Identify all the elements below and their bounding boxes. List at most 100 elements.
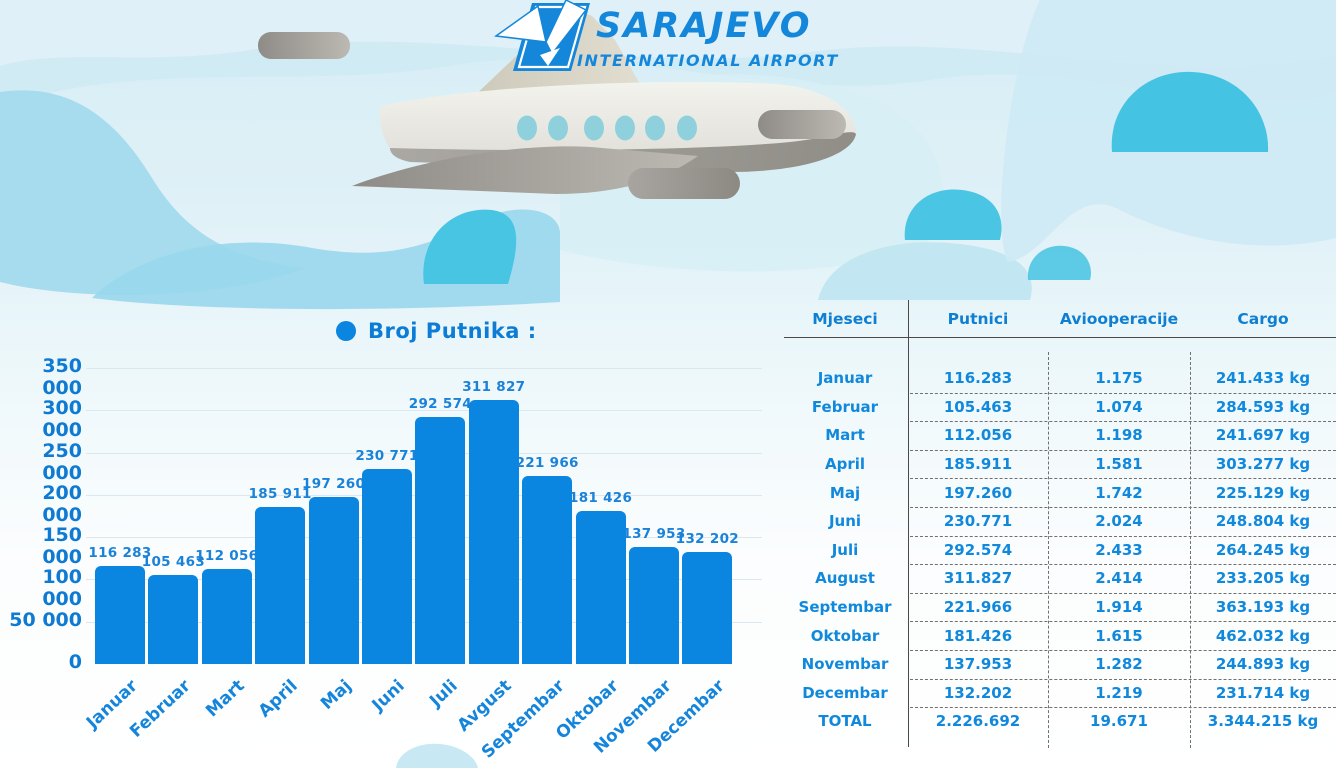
table-cell-putnici: 112.056 [943,426,1013,445]
table-cell-putnici: 116.283 [943,369,1013,388]
table-cell-month: TOTAL [818,712,872,731]
table-cell-cargo: 462.032 kg [1215,626,1311,645]
table-header-line [784,337,1336,339]
table-cell-cargo: 241.433 kg [1215,369,1311,388]
table-cell-cargo: 225.129 kg [1215,483,1311,502]
table-cell-aviooperacije: 1.742 [1095,483,1143,502]
table-cell-month: Juli [831,540,859,559]
table-row: Decembar 132.202 1.219 231.714 kg [782,679,1336,708]
table-row: August 311.827 2.414 233.205 kg [782,564,1336,593]
bar-februar [148,574,199,664]
table-cell-aviooperacije: 2.414 [1095,569,1143,588]
table-cell-month: Maj [829,483,861,502]
table-row: Juni 230.771 2.024 248.804 kg [782,507,1336,536]
bar-maj [308,497,359,664]
table-cell-putnici: 311.827 [943,569,1013,588]
table-cell-cargo: 248.804 kg [1215,512,1311,531]
table-row: Oktobar 181.426 1.615 462.032 kg [782,621,1336,650]
table-row-separator [910,621,1336,623]
table-cell-putnici: 2.226.692 [935,712,1021,731]
bar-value-label: 181 426 [569,489,633,506]
bar-mart [201,569,252,664]
table-cell-aviooperacije: 1.219 [1095,683,1143,702]
table-cell-putnici: 292.574 [943,540,1013,559]
statistics-table: Mjeseci Putnici Aviooperacije Cargo Januar 1… [782,300,1336,750]
table-row: Maj 197.260 1.742 225.129 kg [782,478,1336,507]
table-cell-cargo: 241.697 kg [1215,426,1311,445]
engine [628,168,740,199]
table-row: Septembar 221.966 1.914 363.193 kg [782,593,1336,622]
table-cell-putnici: 132.202 [943,683,1013,702]
table-cell-putnici: 221.966 [943,598,1013,617]
bar-value-label: 185 911 [248,485,312,502]
table-row-separator [910,421,1336,423]
airplane-illustration [258,12,857,199]
table-row-separator [910,564,1336,566]
table-cell-month: Septembar [798,598,892,617]
table-cell-month: Mart [825,426,865,445]
y-axis-label: 250 000 [42,439,82,484]
table-cell-cargo: 231.714 kg [1215,683,1311,702]
table-cell-aviooperacije: 1.914 [1095,598,1143,617]
table-cell-aviooperacije: 2.024 [1095,512,1143,531]
bar-januar [95,565,145,664]
bar-value-label: 197 260 [302,476,366,493]
table-row-separator [910,449,1336,451]
cockpit-window [758,110,846,139]
table-cell-month: Januar [817,369,873,388]
y-axis-label: 50 000 [9,608,82,631]
table-row-separator [910,478,1336,480]
table-row-separator [910,507,1336,508]
table-row: Novembar 137.953 1.282 244.893 kg [782,650,1336,679]
table-row: Januar 116.283 1.175 241.433 kg [782,364,1336,393]
bar-septembar [522,476,573,664]
bar-value-label: 311 827 [462,379,526,396]
table-cell-month: Novembar [801,655,889,674]
table-cell-month: April [824,455,866,474]
table-cell-month: August [815,569,875,588]
table-header-cell: Cargo [1237,309,1289,328]
table-row-separator [910,650,1336,651]
y-axis-label: 200 000 [42,481,82,526]
table-cell-aviooperacije: 1.198 [1095,426,1143,445]
table-row-separator [910,535,1336,537]
chart-gridline [86,410,762,412]
table-cell-cargo: 264.245 kg [1215,540,1311,559]
bar-value-label: 132 202 [675,531,739,548]
table-cell-putnici: 181.426 [943,626,1013,645]
table-cell-cargo: 233.205 kg [1215,569,1311,588]
table-row: Mart 112.056 1.198 241.697 kg [782,421,1336,450]
table-dashed-divider [1048,352,1049,748]
table-cell-putnici: 105.463 [943,397,1013,416]
legend-label: Broj Putnika : [368,319,537,343]
chart-gridline [86,368,762,369]
bar-novembar [629,547,679,664]
table-cell-cargo: 363.193 kg [1215,598,1311,617]
table-cell-putnici: 230.771 [943,512,1013,531]
tail-stabilizer [258,32,350,59]
table-row: Juli 292.574 2.433 264.245 kg [782,536,1336,565]
table-row-separator [910,678,1336,680]
table-cell-aviooperacije: 1.615 [1095,626,1143,645]
bar-oktobar [575,510,626,664]
table-cell-cargo: 3.344.215 kg [1207,712,1319,731]
table-cell-aviooperacije: 19.671 [1090,712,1148,731]
legend-dot-icon [336,321,356,341]
table-row: Februar 105.463 1.074 284.593 kg [782,393,1336,422]
table-row-separator [910,592,1336,594]
y-axis-label: 0 [68,651,82,673]
airport-logo-icon [493,0,590,71]
y-axis-label: 350 000 [42,355,82,399]
bar-april [255,506,306,664]
passengers-bar-chart: 0 50 000 100 000 150 000 200 000 250 000 300 0… [9,355,762,762]
bar-value-label: 105 463 [141,553,205,570]
y-axis-label: 150 000 [42,524,82,569]
table-cell-cargo: 303.277 kg [1215,455,1311,474]
table-cell-aviooperacije: 1.581 [1095,455,1143,474]
table-header-cell: Putnici [947,309,1009,328]
bar-juni [362,468,412,664]
bar-avgust [468,400,519,664]
table-row: TOTAL 2.226.692 19.671 3.344.215 kg [782,707,1336,736]
